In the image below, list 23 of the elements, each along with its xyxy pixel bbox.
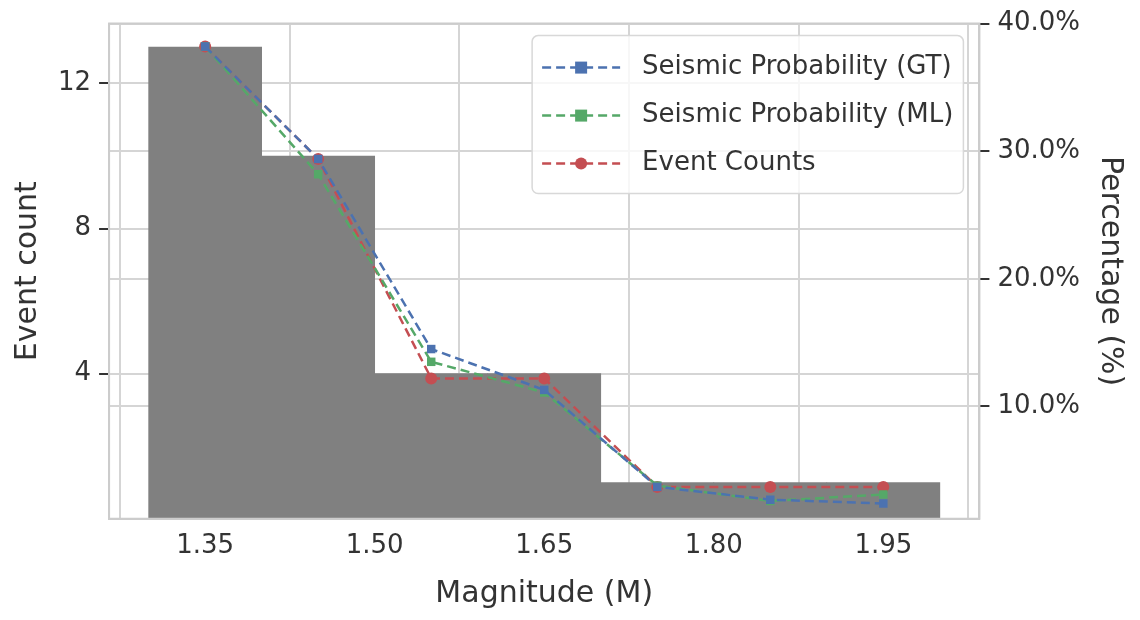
point xyxy=(425,372,438,385)
legend-label: Seismic Probability (ML) xyxy=(642,98,954,129)
y2-tick-label: 20.0% xyxy=(997,261,1081,292)
y-tick-label: 4 xyxy=(74,356,92,387)
legend-label: Event Counts xyxy=(642,146,816,177)
x-tick-label: 1.80 xyxy=(684,529,743,560)
y-axis-title: Event count xyxy=(7,180,43,362)
y2-axis-title: Percentage (%) xyxy=(1095,156,1131,387)
x-tick-label: 1.35 xyxy=(176,529,235,560)
y2-tick-label: 30.0% xyxy=(997,133,1081,164)
y-tick-label: 12 xyxy=(57,66,92,97)
point xyxy=(879,499,888,508)
x-tick-label: 1.65 xyxy=(515,529,574,560)
y2-tick-label: 10.0% xyxy=(997,389,1081,420)
x-tick-label: 1.50 xyxy=(345,529,404,560)
y2-tick-label: 40.0% xyxy=(997,6,1081,37)
y-tick-label: 8 xyxy=(74,211,92,242)
x-axis-title: Magnitude (M) xyxy=(435,573,654,609)
point xyxy=(764,480,777,493)
point xyxy=(879,490,888,499)
legend-label: Seismic Probability (GT) xyxy=(642,50,952,81)
point xyxy=(538,372,551,385)
x-tick-label: 1.95 xyxy=(854,529,913,560)
